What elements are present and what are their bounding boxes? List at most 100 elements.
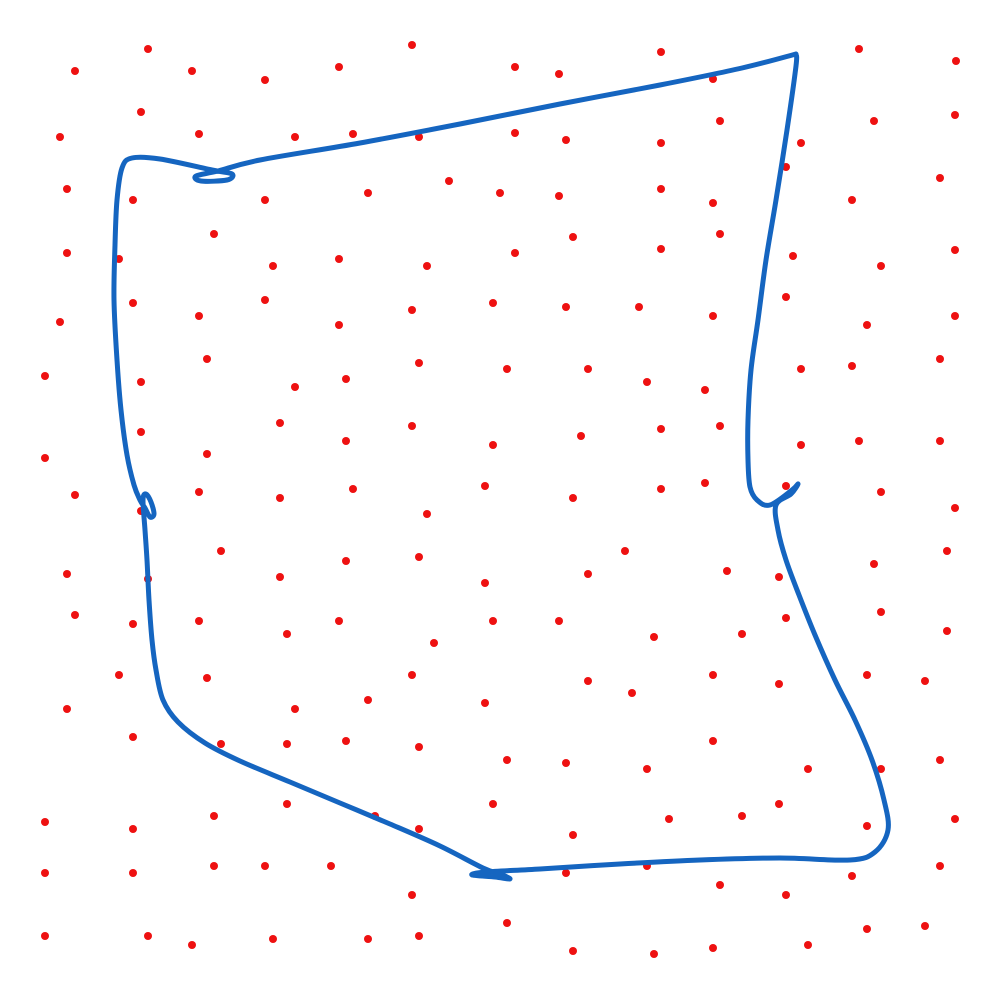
point-marker — [775, 680, 783, 688]
point-marker — [936, 174, 944, 182]
point-marker — [643, 378, 651, 386]
point-marker — [71, 611, 79, 619]
point-marker — [342, 375, 350, 383]
point-marker — [503, 365, 511, 373]
point-marker — [217, 740, 225, 748]
point-marker — [562, 303, 570, 311]
point-marker — [657, 139, 665, 147]
point-marker — [41, 932, 49, 940]
point-marker — [415, 743, 423, 751]
point-marker — [650, 633, 658, 641]
point-marker — [481, 699, 489, 707]
point-marker — [261, 296, 269, 304]
point-marker — [723, 567, 731, 575]
point-marker — [797, 139, 805, 147]
point-marker — [115, 671, 123, 679]
point-marker — [569, 947, 577, 955]
point-marker — [283, 740, 291, 748]
point-marker — [342, 557, 350, 565]
point-marker — [863, 925, 871, 933]
point-marker — [709, 671, 717, 679]
point-marker — [63, 570, 71, 578]
point-marker — [445, 177, 453, 185]
point-marker — [936, 862, 944, 870]
point-marker — [951, 111, 959, 119]
point-marker — [775, 800, 783, 808]
point-marker — [335, 63, 343, 71]
point-marker — [562, 136, 570, 144]
point-marker — [863, 822, 871, 830]
point-marker — [430, 639, 438, 647]
point-marker — [951, 504, 959, 512]
point-marker — [503, 756, 511, 764]
point-marker — [423, 510, 431, 518]
point-marker — [129, 869, 137, 877]
point-marker — [261, 196, 269, 204]
point-marker — [797, 365, 805, 373]
point-marker — [943, 627, 951, 635]
point-marker — [408, 41, 416, 49]
point-marker — [188, 67, 196, 75]
point-marker — [877, 608, 885, 616]
point-marker — [665, 815, 673, 823]
point-marker — [291, 133, 299, 141]
point-marker — [415, 359, 423, 367]
point-marker — [709, 944, 717, 952]
point-marker — [643, 765, 651, 773]
point-marker — [415, 133, 423, 141]
point-marker — [415, 825, 423, 833]
point-marker — [481, 482, 489, 490]
point-marker — [188, 941, 196, 949]
point-marker — [503, 919, 511, 927]
point-marker — [877, 488, 885, 496]
point-marker — [129, 620, 137, 628]
point-marker — [657, 48, 665, 56]
point-marker — [195, 130, 203, 138]
point-marker — [342, 437, 350, 445]
point-marker — [782, 293, 790, 301]
point-marker — [129, 196, 137, 204]
point-marker — [335, 617, 343, 625]
point-marker — [511, 129, 519, 137]
point-marker — [283, 800, 291, 808]
point-marker — [870, 117, 878, 125]
point-marker — [144, 45, 152, 53]
point-marker — [489, 299, 497, 307]
point-marker — [650, 950, 658, 958]
point-marker — [71, 491, 79, 499]
point-marker — [511, 63, 519, 71]
point-marker — [936, 437, 944, 445]
point-marker — [951, 312, 959, 320]
point-marker — [657, 245, 665, 253]
point-marker — [775, 573, 783, 581]
point-marker — [804, 765, 812, 773]
point-marker — [709, 312, 717, 320]
point-marker — [738, 812, 746, 820]
point-marker — [496, 189, 504, 197]
point-marker — [56, 318, 64, 326]
point-marker — [635, 303, 643, 311]
point-marker — [936, 355, 944, 363]
point-marker — [349, 130, 357, 138]
point-marker — [789, 252, 797, 260]
point-marker — [349, 485, 357, 493]
point-marker — [41, 454, 49, 462]
point-marker — [269, 935, 277, 943]
point-marker — [701, 386, 709, 394]
point-marker — [195, 617, 203, 625]
point-marker — [210, 862, 218, 870]
point-marker — [921, 677, 929, 685]
point-marker — [569, 831, 577, 839]
point-marker — [848, 872, 856, 880]
point-marker — [415, 553, 423, 561]
point-marker — [41, 869, 49, 877]
point-marker — [569, 494, 577, 502]
point-marker — [870, 560, 878, 568]
point-marker — [129, 733, 137, 741]
point-marker — [621, 547, 629, 555]
point-marker — [709, 737, 717, 745]
point-marker — [716, 117, 724, 125]
point-marker — [738, 630, 746, 638]
